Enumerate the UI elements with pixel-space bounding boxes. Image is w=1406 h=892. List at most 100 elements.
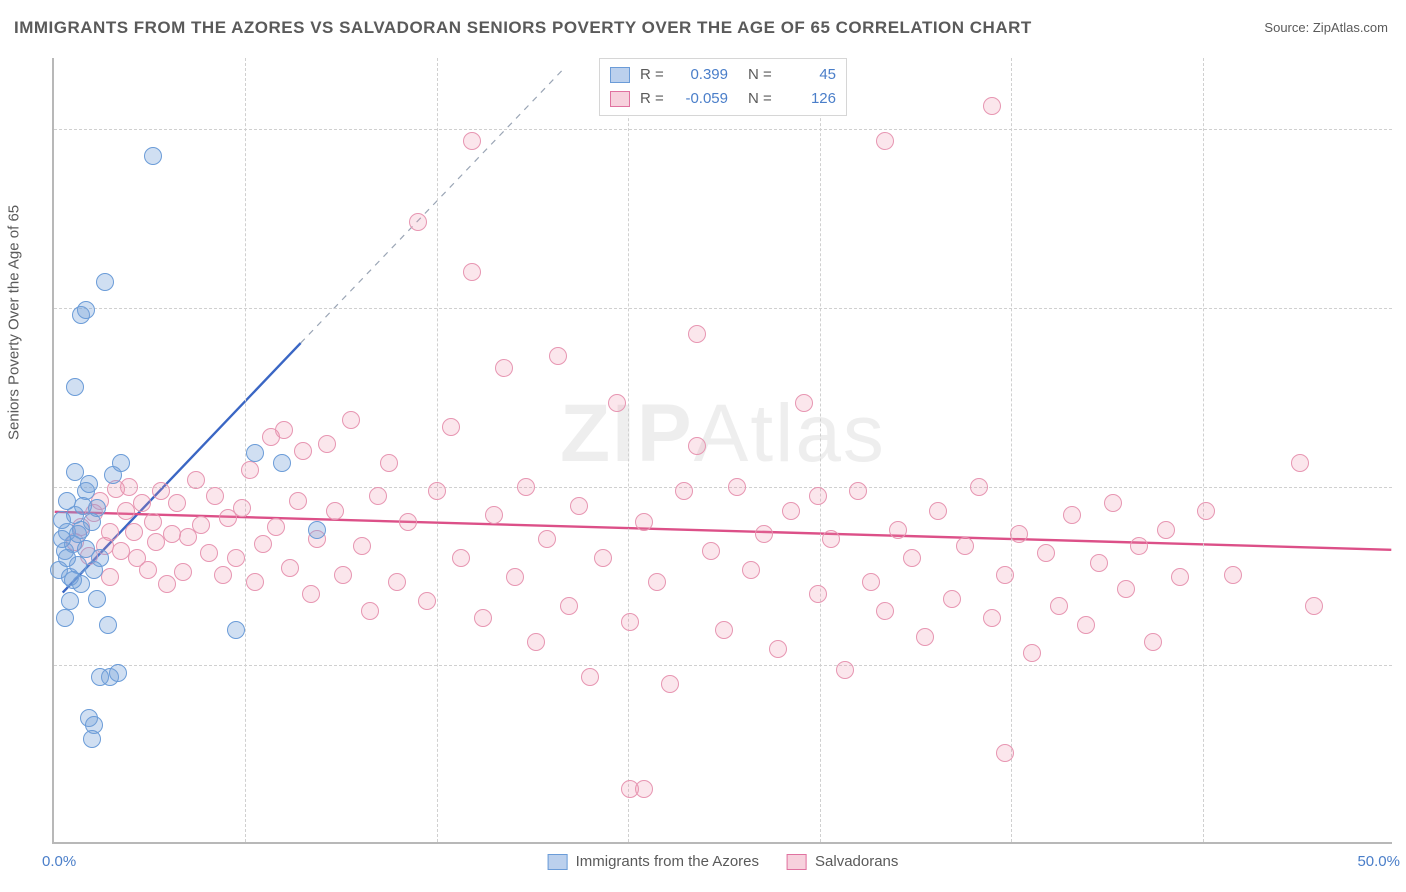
scatter-point (755, 525, 773, 543)
scatter-point (688, 437, 706, 455)
scatter-point (112, 454, 130, 472)
scatter-point (133, 494, 151, 512)
scatter-point (342, 411, 360, 429)
legend-item-blue: Immigrants from the Azores (548, 853, 759, 870)
scatter-point (983, 609, 1001, 627)
legend-label-pink: Salvadorans (815, 853, 898, 870)
scatter-point (970, 478, 988, 496)
scatter-point (862, 573, 880, 591)
scatter-point (246, 444, 264, 462)
scatter-point (675, 482, 693, 500)
scatter-point (495, 359, 513, 377)
scatter-point (83, 730, 101, 748)
scatter-point (152, 482, 170, 500)
scatter-point (418, 592, 436, 610)
scatter-point (88, 590, 106, 608)
scatter-point (85, 561, 103, 579)
scatter-point (64, 571, 82, 589)
scatter-point (1305, 597, 1323, 615)
scatter-point (581, 668, 599, 686)
scatter-point (608, 394, 626, 412)
scatter-point (809, 585, 827, 603)
scatter-point (702, 542, 720, 560)
scatter-point (409, 213, 427, 231)
scatter-point (517, 478, 535, 496)
scatter-point (318, 435, 336, 453)
scatter-point (688, 325, 706, 343)
scatter-point (1063, 506, 1081, 524)
scatter-point (996, 744, 1014, 762)
scatter-point (956, 537, 974, 555)
y-tick-label: 30.0% (1400, 121, 1406, 138)
scatter-point (334, 566, 352, 584)
scatter-point (53, 511, 71, 529)
scatter-point (795, 394, 813, 412)
scatter-point (125, 523, 143, 541)
scatter-point (233, 499, 251, 517)
scatter-point (1197, 502, 1215, 520)
scatter-point (267, 518, 285, 536)
scatter-point (1171, 568, 1189, 586)
scatter-point (1010, 525, 1028, 543)
scatter-point (254, 535, 272, 553)
gridline-horizontal (54, 129, 1392, 130)
scatter-point (1130, 537, 1148, 555)
swatch-blue-icon (548, 854, 568, 870)
scatter-point (782, 502, 800, 520)
scatter-point (996, 566, 1014, 584)
scatter-point (101, 523, 119, 541)
scatter-point (527, 633, 545, 651)
y-tick-label: 15.0% (1400, 478, 1406, 495)
scatter-point (187, 471, 205, 489)
scatter-point (442, 418, 460, 436)
scatter-point (549, 347, 567, 365)
scatter-point (560, 597, 578, 615)
scatter-point (206, 487, 224, 505)
gridline-vertical (437, 58, 438, 842)
scatter-point (275, 421, 293, 439)
scatter-point (1291, 454, 1309, 472)
scatter-point (302, 585, 320, 603)
gridline-vertical (628, 58, 629, 842)
gridline-vertical (1203, 58, 1204, 842)
n-value-blue: 45 (784, 63, 836, 87)
scatter-point (144, 147, 162, 165)
scatter-point (66, 463, 84, 481)
scatter-point (621, 613, 639, 631)
scatter-point (474, 609, 492, 627)
scatter-point (728, 478, 746, 496)
source-link[interactable]: ZipAtlas.com (1313, 20, 1388, 35)
scatter-point (99, 616, 117, 634)
scatter-point (241, 461, 259, 479)
trend-line (301, 70, 563, 343)
scatter-point (58, 549, 76, 567)
scatter-point (1104, 494, 1122, 512)
scatter-point (428, 482, 446, 500)
scatter-point (836, 661, 854, 679)
n-label: N = (748, 87, 778, 111)
scatter-point (308, 521, 326, 539)
n-value-pink: 126 (784, 87, 836, 111)
scatter-point (74, 497, 92, 515)
scatter-point (1117, 580, 1135, 598)
scatter-point (158, 575, 176, 593)
gridline-vertical (1011, 58, 1012, 842)
scatter-point (77, 301, 95, 319)
scatter-point (227, 549, 245, 567)
correlation-legend-box: R = 0.399 N = 45 R = -0.059 N = 126 (599, 58, 847, 116)
scatter-point (463, 132, 481, 150)
scatter-point (876, 602, 894, 620)
scatter-point (326, 502, 344, 520)
scatter-point (56, 609, 74, 627)
scatter-point (661, 675, 679, 693)
scatter-point (77, 540, 95, 558)
scatter-point (120, 478, 138, 496)
scatter-point (570, 497, 588, 515)
scatter-point (822, 530, 840, 548)
scatter-point (889, 521, 907, 539)
scatter-point (1144, 633, 1162, 651)
scatter-point (227, 621, 245, 639)
y-tick-label: 7.5% (1400, 657, 1406, 674)
scatter-point (273, 454, 291, 472)
y-axis-label: Seniors Poverty Over the Age of 65 (6, 205, 23, 440)
